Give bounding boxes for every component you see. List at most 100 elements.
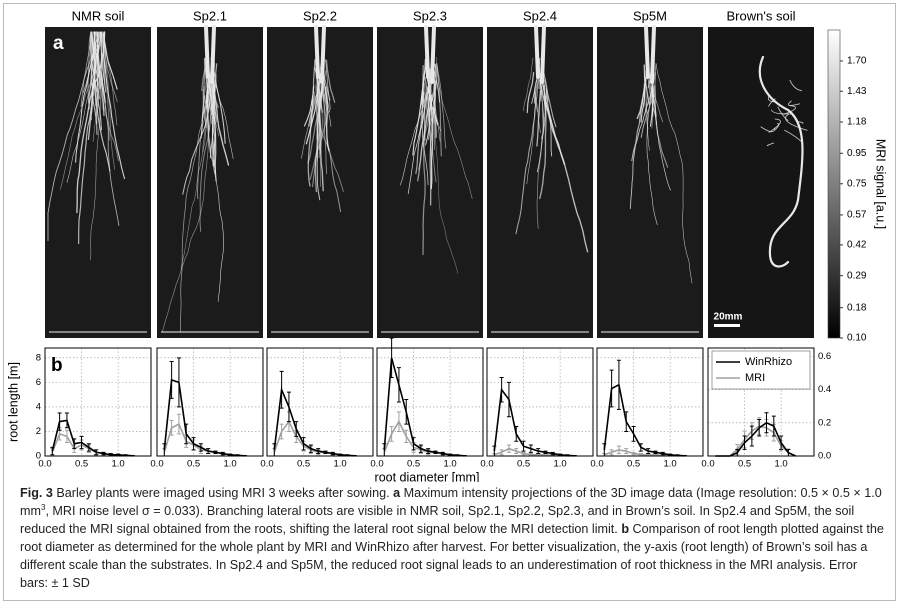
panel-label: b: [51, 355, 63, 376]
series-line: [51, 419, 133, 457]
root: [313, 91, 344, 193]
root: [204, 57, 213, 116]
plot-border: [596, 347, 704, 457]
y-tick-label: 4: [36, 401, 41, 412]
root: [774, 123, 780, 131]
image-title: Sp2.4: [523, 8, 557, 23]
plot-border: [266, 347, 374, 457]
root: [314, 82, 325, 193]
figure: NMR soil Sp2.1 Sp2.2 Sp2.3 Sp2.4 Sp5M Brown's …: [6, 8, 887, 482]
colorbar-tick-label: 0.75: [847, 178, 867, 189]
root: [767, 96, 777, 103]
x-tick-label: 0.0: [150, 459, 163, 470]
y-tick-label: 2: [36, 426, 41, 437]
stem: [204, 25, 216, 84]
root: [640, 94, 653, 138]
root: [200, 95, 206, 139]
y-tick-label: 8: [36, 352, 41, 363]
colorbar-tick-label: 1.18: [847, 117, 867, 128]
y-tick-label: 0.4: [818, 384, 831, 395]
colorbar: [827, 29, 841, 339]
root: [215, 73, 217, 92]
x-tick-label: 1.0: [663, 459, 676, 470]
image-title: Sp2.3: [413, 8, 447, 23]
root: [783, 105, 796, 115]
x-tick-label: 1.0: [223, 459, 236, 470]
x-tick-label: 0.5: [517, 459, 530, 470]
root: [323, 84, 326, 95]
root: [631, 81, 646, 162]
caption-superscript: 3: [40, 502, 46, 512]
root: [430, 94, 434, 124]
root: [100, 31, 118, 103]
plot-area: [597, 348, 703, 456]
root: [534, 91, 541, 134]
root: [399, 79, 431, 186]
root: [766, 142, 775, 147]
x-tick-label: 1.0: [111, 459, 124, 470]
mri-image: [708, 27, 814, 338]
colorbar-tick-label: 0.57: [847, 210, 867, 221]
root: [325, 59, 336, 103]
figure-frame: [3, 3, 896, 601]
stem: [314, 25, 326, 84]
x-tick-label: 1.0: [553, 459, 566, 470]
x-tick-label: 0.0: [480, 459, 493, 470]
root: [102, 31, 118, 126]
roots: [301, 25, 344, 213]
panel-label: a: [53, 33, 64, 54]
caption-panel-label: b: [621, 522, 630, 536]
x-tick-label: 0.5: [75, 459, 88, 470]
plot-area: [487, 348, 593, 456]
root: [433, 87, 437, 139]
colorbar-tick-label: 0.18: [847, 302, 867, 313]
colorbar-tick-label: 1.43: [847, 86, 867, 97]
colorbar-tick-label: 0.10: [847, 333, 867, 344]
y-tick-label: 0.2: [818, 417, 831, 428]
root: [211, 85, 224, 302]
x-tick-label: 0.0: [590, 459, 603, 470]
image-title: Sp2.1: [193, 8, 227, 23]
stem: [534, 25, 546, 84]
root: [47, 31, 101, 242]
root: [629, 72, 654, 209]
plot-area: [267, 348, 373, 456]
series-line: [163, 378, 245, 457]
root: [180, 83, 210, 270]
root: [199, 60, 215, 232]
roots: [399, 25, 473, 274]
roots: [629, 25, 693, 284]
root: [66, 31, 102, 183]
root: [87, 31, 92, 110]
plot-area: [377, 348, 483, 456]
image-title: NMR soil: [72, 8, 125, 23]
root: [103, 31, 126, 180]
roots: [515, 25, 589, 253]
x-tick-label: 0.5: [627, 459, 640, 470]
roots: [162, 25, 234, 333]
series-line: [273, 386, 355, 457]
plot-border: [44, 347, 152, 457]
y-tick-label: 6: [36, 377, 41, 388]
plot-area: [157, 348, 263, 456]
caption-label: Fig. 3: [20, 486, 53, 500]
root: [649, 81, 669, 168]
root: [324, 86, 330, 152]
root: [768, 118, 781, 133]
x-tick-label: 1.0: [443, 459, 456, 470]
root: [539, 79, 589, 253]
root: [322, 77, 328, 175]
roots: [758, 55, 808, 268]
root: [100, 31, 120, 226]
root: [536, 92, 547, 229]
root: [436, 65, 442, 157]
mri-image: [157, 27, 263, 338]
root: [421, 83, 429, 186]
image-title: Sp5M: [633, 8, 667, 23]
root: [771, 109, 792, 115]
plot-border: [707, 347, 815, 457]
root: [523, 57, 534, 112]
caption-text: Maximum intensity projections of the 3D …: [20, 486, 882, 518]
stem: [644, 25, 656, 84]
